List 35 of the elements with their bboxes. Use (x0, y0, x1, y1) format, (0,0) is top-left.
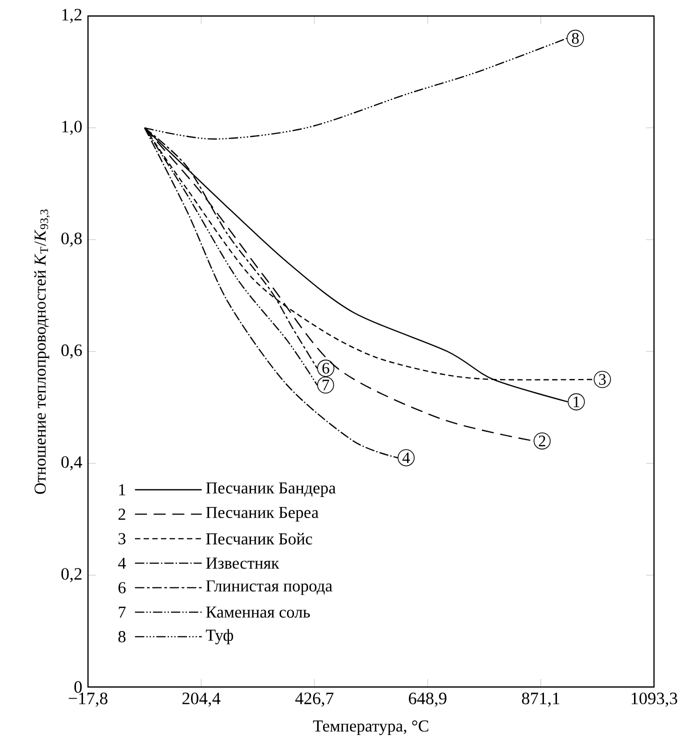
text: 7 (118, 606, 126, 618)
y-tick-label: 0,8 (61, 232, 82, 247)
legend-label: Каменная соль (206, 606, 310, 618)
y-tick-label: 0 (74, 681, 82, 693)
annotation: 6 (322, 362, 330, 374)
x-tick-label: −17,8 (68, 692, 108, 707)
legend-label: Песчаник Береа (206, 506, 319, 522)
y-tick-label: 0,2 (61, 568, 82, 582)
annotation: 3 (599, 374, 606, 385)
y-tick-label: 0,6 (61, 344, 82, 359)
text: 2 (118, 508, 126, 520)
legend-label: Туф (206, 629, 234, 644)
annotation: 2 (538, 436, 546, 446)
y-tick-label: 1,2 (62, 8, 82, 24)
x-tick-label: 871,1 (522, 692, 560, 707)
text: 1 (119, 484, 126, 496)
legend-label: Песчаник Бандера (206, 482, 336, 497)
text: 6 (118, 582, 126, 594)
legend-label: Глинистая порода (206, 580, 332, 595)
legend-label: Песчаник Бойс (206, 532, 312, 544)
text: 8 (118, 631, 126, 642)
text: 4 (118, 558, 126, 569)
x-axis-title: Температура, °C (313, 720, 428, 736)
x-tick-label: 1093,3 (632, 692, 678, 707)
annotation: 1 (574, 396, 580, 408)
y-tick-label: 0,4 (61, 456, 82, 470)
legend-label: Известняк (206, 558, 280, 569)
y-tick-label: 1,0 (62, 120, 82, 135)
x-tick-label: 648,9 (408, 692, 446, 707)
annotation: 8 (572, 32, 579, 44)
annotation: 7 (322, 380, 330, 390)
x-tick-label: 426,7 (295, 692, 334, 707)
annotation: 4 (402, 452, 410, 464)
x-tick-label: 204,4 (182, 692, 220, 707)
text: 3 (118, 533, 126, 544)
